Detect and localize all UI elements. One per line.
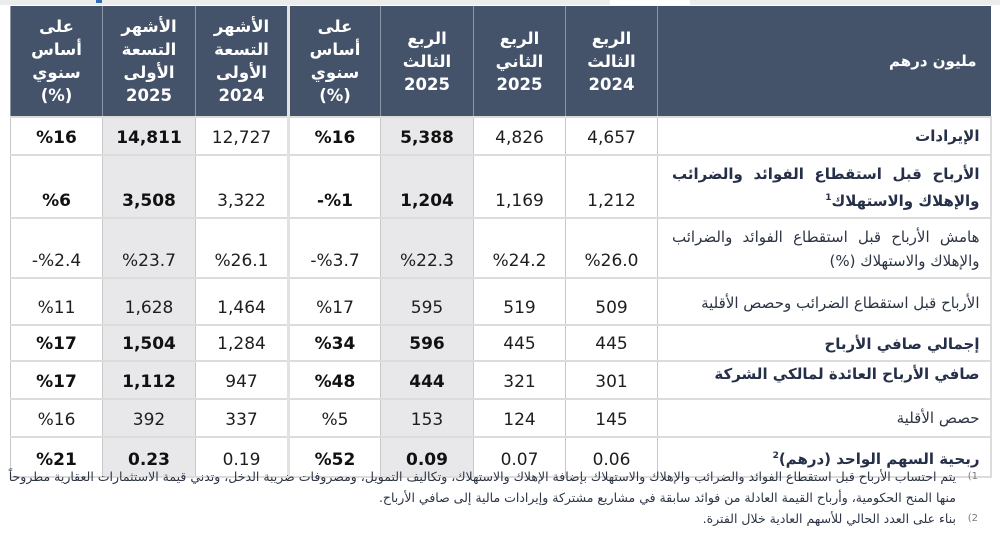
footnote-1: 1) يتم احتساب الأرباح قبل استقطاع الفوائ… bbox=[7, 466, 982, 508]
cell-9m-yoy: %16 bbox=[10, 398, 103, 437]
cell-9m-yoy: %17 bbox=[10, 360, 103, 399]
cell-9m-2025: %23.7 bbox=[102, 217, 196, 278]
cell-9m-2024: 1,284 bbox=[195, 324, 289, 361]
column-header-9m-2024: الأشهر التسعة الأولى 2024 bbox=[195, 6, 289, 117]
cell-q2-2025: 519 bbox=[473, 277, 566, 325]
header-row: مليون درهم الربع الثالث 2024 الربع الثاني 20… bbox=[10, 6, 991, 117]
cell-q3-2025: 595 bbox=[380, 277, 474, 325]
row-label: ربحية السهم الواحد (درهم)2 bbox=[657, 436, 992, 478]
cell-9m-2024: 947 bbox=[195, 360, 289, 399]
cell-quarter-yoy: %52 bbox=[287, 436, 381, 478]
table-row-total-net-profit: إجمالي صافي الأرباح 445 445 596 %34 1,28… bbox=[10, 324, 992, 361]
cell-q3-2024: 4,657 bbox=[565, 116, 658, 155]
cell-9m-2024: 0.19 bbox=[195, 436, 289, 478]
column-header-q2-2025: الربع الثاني 2025 bbox=[473, 6, 566, 117]
cell-q3-2025: %22.3 bbox=[380, 217, 474, 278]
cell-q3-2024: 509 bbox=[565, 277, 658, 325]
cell-q3-2025: 596 bbox=[380, 324, 474, 361]
cell-q3-2025: 0.09 bbox=[380, 436, 474, 478]
cell-9m-2024: 3,322 bbox=[195, 154, 289, 218]
top-strip-gap bbox=[610, 0, 690, 5]
table-row-profit-before-tax: الأرباح قبل استقطاع الضرائب وحصص الأقلية… bbox=[10, 277, 992, 325]
cell-q2-2025: 0.07 bbox=[473, 436, 566, 478]
footnote-marker: 1) bbox=[967, 471, 978, 482]
table-row-eps: ربحية السهم الواحد (درهم)2 0.06 0.07 0.0… bbox=[10, 436, 992, 478]
cell-9m-2025: 1,504 bbox=[102, 324, 196, 361]
cell-q3-2025: 5,388 bbox=[380, 116, 474, 155]
cell-quarter-yoy: %34 bbox=[287, 324, 381, 361]
cell-9m-2025: 3,508 bbox=[102, 154, 196, 218]
table-row-net-profit-owners: صافي الأرباح العائدة لمالكي الشركة 301 3… bbox=[10, 360, 992, 399]
cell-9m-yoy: %17 bbox=[10, 324, 103, 361]
footnotes: 1) يتم احتساب الأرباح قبل استقطاع الفوائ… bbox=[7, 466, 982, 529]
column-header-q3-2024: الربع الثالث 2024 bbox=[565, 6, 658, 117]
cell-9m-2025: 14,811 bbox=[102, 116, 196, 155]
cell-9m-2024: 12,727 bbox=[195, 116, 289, 155]
cell-q3-2025: 153 bbox=[380, 398, 474, 437]
table-row-minority-interests: حصص الأقلية 145 124 153 %5 337 392 %16 bbox=[10, 398, 992, 437]
cell-9m-yoy: %11 bbox=[10, 277, 103, 325]
column-header-9m-yoy: على أساس سنوي (%) bbox=[10, 6, 103, 117]
cell-q2-2025: 321 bbox=[473, 360, 566, 399]
cell-q3-2024: 445 bbox=[565, 324, 658, 361]
footnote-text: بناء على العدد الحالي للأسهم العادية خلا… bbox=[702, 511, 956, 526]
footnote-text: يتم احتساب الأرباح قبل استقطاع الفوائد و… bbox=[8, 469, 956, 505]
cell-q3-2024: 145 bbox=[565, 398, 658, 437]
top-strip bbox=[0, 0, 1000, 5]
cell-q2-2025: 445 bbox=[473, 324, 566, 361]
cell-quarter-yoy: %17 bbox=[287, 277, 381, 325]
table-row-ebitda: الأرباح قبل استقطاع الفوائد والضرائب وال… bbox=[10, 154, 992, 218]
cell-quarter-yoy: %16 bbox=[287, 116, 381, 155]
financial-results-table: مليون درهم الربع الثالث 2024 الربع الثاني 20… bbox=[10, 6, 992, 478]
cell-9m-yoy: %16 bbox=[10, 116, 103, 155]
cell-q2-2025: 1,169 bbox=[473, 154, 566, 218]
footnote-2: 2) بناء على العدد الحالي للأسهم العادية … bbox=[7, 508, 982, 529]
row-label: الإيرادات bbox=[657, 116, 992, 155]
column-header-quarter-yoy: على أساس سنوي (%) bbox=[287, 6, 381, 117]
row-label: هامش الأرباح قبل استقطاع الفوائد والضرائ… bbox=[657, 217, 992, 278]
footnote-ref: 1 bbox=[825, 193, 832, 203]
footnote-ref: 2 bbox=[772, 451, 779, 461]
cell-q2-2025: 4,826 bbox=[473, 116, 566, 155]
cell-q3-2024: 1,212 bbox=[565, 154, 658, 218]
footnote-marker: 2) bbox=[967, 513, 978, 524]
column-header-9m-2025: الأشهر التسعة الأولى 2025 bbox=[102, 6, 196, 117]
cell-9m-2025: 392 bbox=[102, 398, 196, 437]
unit-label-header: مليون درهم bbox=[657, 6, 991, 117]
cell-q3-2024: %26.0 bbox=[565, 217, 658, 278]
cell-9m-2025: 1,628 bbox=[102, 277, 196, 325]
cell-9m-2024: 1,464 bbox=[195, 277, 289, 325]
cell-q2-2025: 124 bbox=[473, 398, 566, 437]
cell-q3-2024: 0.06 bbox=[565, 436, 658, 478]
row-label: حصص الأقلية bbox=[657, 398, 992, 437]
row-label: الأرباح قبل استقطاع الضرائب وحصص الأقلية bbox=[657, 277, 992, 325]
cell-q3-2025: 444 bbox=[380, 360, 474, 399]
cell-9m-2025: 1,112 bbox=[102, 360, 196, 399]
top-strip-accent bbox=[96, 0, 102, 3]
table-row-revenue: الإيرادات 4,657 4,826 5,388 %16 12,727 1… bbox=[10, 116, 992, 155]
cell-quarter-yoy: %5 bbox=[287, 398, 381, 437]
cell-quarter-yoy: %1- bbox=[287, 154, 381, 218]
cell-quarter-yoy: %3.7- bbox=[287, 217, 381, 278]
row-label: الأرباح قبل استقطاع الفوائد والضرائب وال… bbox=[657, 154, 992, 218]
cell-q3-2024: 301 bbox=[565, 360, 658, 399]
table-row-ebitda-margin: هامش الأرباح قبل استقطاع الفوائد والضرائ… bbox=[10, 217, 992, 278]
cell-9m-yoy: %21 bbox=[10, 436, 103, 478]
cell-quarter-yoy: %48 bbox=[287, 360, 381, 399]
cell-9m-2024: 337 bbox=[195, 398, 289, 437]
row-label: إجمالي صافي الأرباح bbox=[657, 324, 992, 361]
row-label: صافي الأرباح العائدة لمالكي الشركة bbox=[657, 360, 992, 399]
cell-q3-2025: 1,204 bbox=[380, 154, 474, 218]
cell-9m-2025: 0.23 bbox=[102, 436, 196, 478]
cell-9m-yoy: %2.4- bbox=[10, 217, 103, 278]
cell-q2-2025: %24.2 bbox=[473, 217, 566, 278]
column-header-q3-2025: الربع الثالث 2025 bbox=[380, 6, 474, 117]
cell-9m-2024: %26.1 bbox=[195, 217, 289, 278]
cell-9m-yoy: %6 bbox=[10, 154, 103, 218]
